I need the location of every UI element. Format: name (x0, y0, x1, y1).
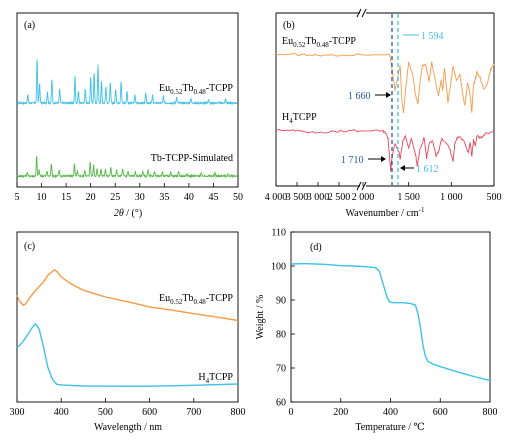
x-tick-label: 40 (184, 192, 194, 203)
x-tick-label: 0 (289, 407, 294, 418)
panel-a-series (16, 59, 239, 179)
panel-c-x-axis-title: Wavelength / nm (94, 422, 162, 433)
x-tick-label: 50 (233, 192, 243, 203)
arrowhead-1710-icon (381, 156, 386, 162)
x-tick-label: 20 (86, 192, 96, 203)
uv-legend-series-2: H4TCPP (198, 372, 233, 385)
x-tick-label: 700 (186, 407, 201, 418)
panel-b: (b) Eu0.52Tb0.48-TCPP H4TCPP 1 594 1 660… (265, 8, 502, 219)
x-tick-label: 5 (15, 192, 20, 203)
x-tick-label: 600 (433, 407, 448, 418)
annotation-1612: 1 612 (416, 164, 439, 175)
panel-a-x-axis-title: 2θ / (°) (114, 208, 142, 219)
panel-c-label: (c) (24, 241, 35, 252)
y-tick-label: 100 (271, 262, 286, 273)
x-tick-label: 2 000 (352, 192, 375, 203)
annotation-1660: 1 660 (348, 91, 371, 102)
annotation-1594: 1 594 (421, 31, 444, 42)
ir-legend-series-2: H4TCPP (282, 112, 317, 125)
x-tick-label: 500 (98, 407, 113, 418)
panel-c-x-ticks: 300 400 500 600 700 800 (10, 398, 246, 418)
panel-d-label: (d) (310, 242, 322, 253)
y-tick-label: 70 (276, 364, 286, 375)
y-tick-label: 90 (276, 296, 286, 307)
panel-b-label: (b) (283, 20, 295, 31)
x-tick-label: 300 (10, 407, 25, 418)
panel-d-y-axis-title: Weight / % (255, 295, 266, 340)
axis-break-bottom-icon (356, 181, 367, 191)
arrowhead-1660-icon (386, 92, 391, 98)
xrd-series-2 (16, 156, 239, 179)
x-tick-label: 15 (61, 192, 71, 203)
x-tick-label: 45 (208, 192, 218, 203)
ir-legend-series-1: Eu0.52Tb0.48-TCPP (282, 36, 356, 49)
x-tick-label: 35 (159, 192, 169, 203)
panel-c: (c) Eu0.52Tb0.48-TCPP H4TCPP 300 400 500 60… (10, 231, 246, 433)
x-tick-label: 600 (142, 407, 157, 418)
annotation-1710: 1 710 (341, 155, 364, 166)
panel-d-x-ticks: 0 200 400 600 800 (289, 398, 498, 418)
ir-series-2 (275, 129, 495, 172)
x-tick-label: 200 (333, 407, 348, 418)
x-tick-label: 3 000 (307, 192, 330, 203)
panel-a: (a) Eu0.52Tb0.48-TCPP Tb-TCPP-Simulated … (15, 12, 243, 219)
xrd-series-1 (16, 59, 238, 106)
x-tick-label: 500 (487, 192, 502, 203)
panel-d-y-ticks: 60 70 80 90 100 110 (271, 228, 295, 409)
panel-a-frame (16, 12, 239, 188)
x-tick-label: 4 000 (265, 192, 288, 203)
uv-legend-series-1: Eu0.52Tb0.48-TCPP (159, 293, 233, 306)
panel-d-frame (290, 231, 491, 403)
x-tick-label: 30 (135, 192, 145, 203)
x-tick-label: 2 500 (328, 192, 351, 203)
panel-a-label: (a) (24, 20, 35, 31)
x-tick-label: 25 (110, 192, 120, 203)
uv-series-1 (16, 269, 239, 322)
panel-c-series (16, 269, 239, 387)
x-tick-label: 400 (54, 407, 69, 418)
x-tick-label: 1 500 (397, 192, 420, 203)
y-tick-label: 110 (271, 228, 286, 239)
panel-a-legend-series-1: Eu0.52Tb0.48-TCPP (159, 83, 233, 96)
panel-a-legend-series-2: Tb-TCPP-Simulated (151, 153, 233, 164)
axis-break-top-icon (356, 8, 367, 18)
arrowhead-1612-icon (400, 165, 405, 171)
ir-series-1 (275, 52, 495, 114)
x-tick-label: 800 (483, 407, 498, 418)
panel-c-frame (16, 231, 239, 403)
panel-a-x-ticks: 5 10 15 20 25 30 35 40 45 50 (15, 183, 243, 203)
x-tick-label: 800 (231, 407, 246, 418)
x-tick-label: 3 500 (286, 192, 309, 203)
panel-d-series (290, 262, 491, 382)
x-tick-label: 1 000 (440, 192, 463, 203)
panel-d: (d) 0 200 400 600 800 60 70 80 90 100 110 Tempera… (255, 228, 498, 434)
x-tick-label: 400 (383, 407, 398, 418)
y-tick-label: 80 (276, 330, 286, 341)
tga-series-1 (290, 262, 491, 382)
x-tick-label: 10 (37, 192, 47, 203)
panel-d-x-axis-title: Temperature / ℃ (355, 422, 424, 433)
y-tick-label: 60 (276, 398, 286, 409)
uv-series-2 (16, 323, 239, 387)
panel-b-x-axis-title: Wavenumber / cm-1 (346, 206, 425, 219)
